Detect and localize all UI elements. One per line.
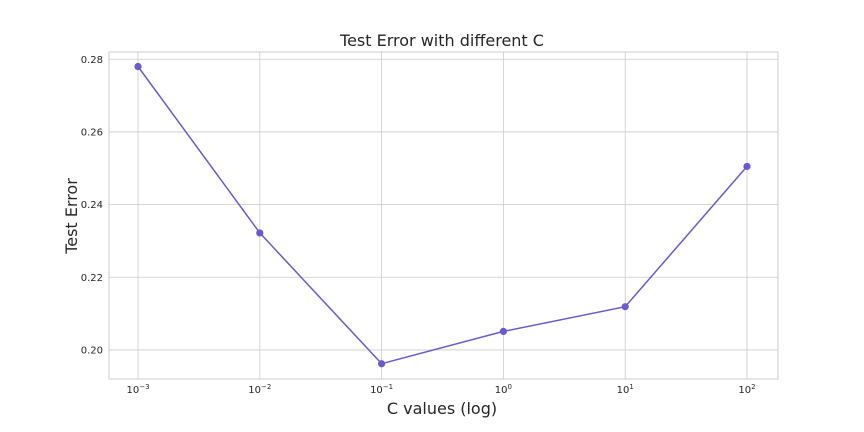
x-tick-label: 100 bbox=[495, 383, 512, 396]
x-tick-label: 10−3 bbox=[126, 383, 149, 396]
y-tick-label: 0.26 bbox=[81, 127, 103, 138]
data-point bbox=[134, 62, 142, 71]
grid bbox=[109, 52, 778, 379]
y-tick-label: 0.22 bbox=[81, 273, 103, 284]
data-point bbox=[256, 229, 264, 237]
y-axis-label: Test Error bbox=[62, 178, 81, 255]
x-tick-label: 10−1 bbox=[370, 383, 393, 396]
chart-title: Test Error with different C bbox=[339, 31, 544, 50]
x-tick-label: 101 bbox=[617, 383, 634, 396]
series-layer bbox=[134, 62, 751, 368]
x-tick-label: 10−2 bbox=[248, 383, 271, 396]
y-tick-label: 0.24 bbox=[81, 200, 103, 211]
y-tick-label: 0.20 bbox=[81, 345, 103, 356]
y-tick-label: 0.28 bbox=[81, 55, 103, 66]
tick-labels: 10−3 10−2 10−1 100 101 102 0.20 0.22 0.24 0.26 0.2… bbox=[81, 55, 756, 396]
x-axis-label: C values (log) bbox=[387, 399, 497, 418]
data-point bbox=[743, 162, 751, 171]
series-line bbox=[137, 66, 748, 365]
plot-area bbox=[108, 51, 779, 380]
x-tick-label: 102 bbox=[738, 383, 755, 396]
data-point bbox=[378, 360, 386, 368]
data-point bbox=[621, 303, 629, 311]
data-point bbox=[499, 327, 507, 336]
